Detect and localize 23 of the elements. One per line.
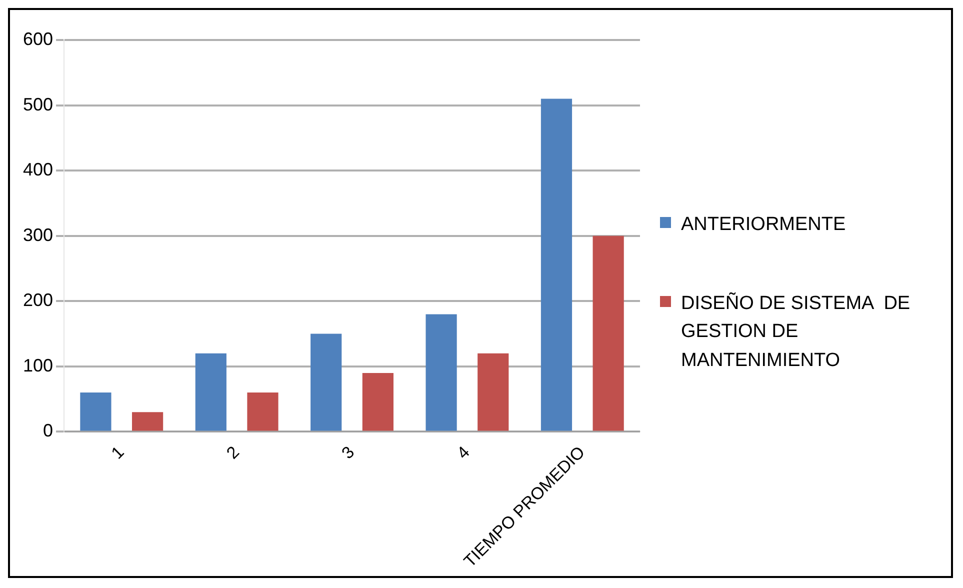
bar [540,98,572,431]
y-tick-label: 200 [22,290,54,310]
y-tick-label: 300 [22,224,54,245]
x-tick-label: 3 [338,442,358,463]
y-tick-label: 400 [22,160,54,180]
bar [80,392,112,431]
y-tick-label: 600 [22,28,54,49]
bar [310,334,342,431]
bar [195,353,226,431]
y-tick-label: 100 [22,355,54,376]
x-tick-label: 2 [222,442,243,463]
x-tick-label: 1 [108,442,128,463]
legend-label: ANTERIORMENTE [681,213,847,237]
bar [592,236,624,431]
bar [247,392,278,431]
y-tick-label: 500 [22,94,54,114]
bar [478,353,509,431]
bar [426,314,457,431]
bar [362,372,394,431]
x-tick-label: 4 [453,442,474,463]
legend-label: DISEÑO DE SISTEMA DE GESTION DE MANTENIMIENTO [681,291,912,372]
bar [132,412,164,431]
y-tick-label: 0 [43,420,54,441]
